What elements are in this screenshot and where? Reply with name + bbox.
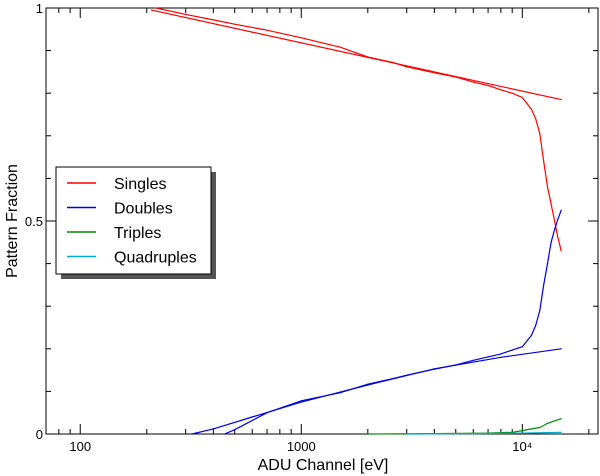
series-singles-point xyxy=(550,203,552,205)
x-axis-title: ADU Channel [eV] xyxy=(258,457,389,474)
series-singles-point xyxy=(234,23,236,25)
series-quadruples-line xyxy=(406,431,562,435)
series-singles-model-point xyxy=(560,99,562,101)
series-singles-point xyxy=(546,186,549,188)
series-triples-point xyxy=(546,422,549,424)
series-singles-point xyxy=(300,37,302,39)
series-triples-line xyxy=(367,418,562,435)
series-triples-point xyxy=(530,428,533,430)
x-tick-label: 100 xyxy=(69,439,91,454)
series-quadruples-point xyxy=(560,431,562,433)
series-doubles-point xyxy=(224,433,226,435)
y-tick-label: 0 xyxy=(36,427,43,442)
series-doubles-point xyxy=(557,218,559,220)
series-singles-point xyxy=(266,29,268,31)
legend-label-triples: Triples xyxy=(114,225,161,242)
legend-label-singles: Singles xyxy=(114,176,166,193)
series-doubles-model-line xyxy=(191,348,562,435)
legend-label-doubles: Doubles xyxy=(114,201,173,218)
series-doubles-model-point xyxy=(212,428,214,430)
series-singles-point xyxy=(487,84,489,87)
series-triples-point xyxy=(539,427,541,429)
axes: 100 1000 10⁴ 0 0.5 1 xyxy=(25,1,599,454)
legend-label-quadruples: Quadruples xyxy=(114,250,197,267)
series-doubles-point xyxy=(560,209,562,211)
series-singles-model-line xyxy=(151,9,562,101)
series-singles-point xyxy=(521,96,523,99)
series-doubles-point xyxy=(530,334,533,336)
series-doubles-model-point xyxy=(191,433,193,435)
legend: Singles Doubles Triples Quadruples xyxy=(55,166,216,279)
series-singles-point xyxy=(155,7,157,9)
series-doubles-point xyxy=(487,356,489,358)
series-singles-point xyxy=(535,118,537,120)
series-triples-point xyxy=(554,420,556,422)
series-quadruples-point xyxy=(521,432,523,434)
series-doubles-point xyxy=(535,324,537,326)
series-doubles-point xyxy=(539,309,541,312)
series-layer xyxy=(150,7,562,435)
series-doubles-point xyxy=(550,241,552,243)
series-triples-point xyxy=(560,418,562,420)
series-singles-point xyxy=(530,108,533,110)
series-doubles-model-point xyxy=(560,348,562,350)
series-doubles-point xyxy=(472,359,474,361)
series-doubles-point xyxy=(554,228,556,231)
series-doubles-line xyxy=(224,210,562,435)
y-tick-label: 1 xyxy=(36,1,43,16)
series-singles-point xyxy=(500,89,502,91)
series-singles-line xyxy=(155,7,562,251)
series-quadruples-point xyxy=(406,433,408,435)
series-singles-point xyxy=(339,46,341,48)
series-doubles-point xyxy=(300,400,302,402)
series-quadruples-point xyxy=(472,433,474,435)
series-singles-point xyxy=(185,13,187,15)
series-singles-point xyxy=(557,237,559,239)
series-doubles-model-point xyxy=(433,368,435,370)
series-doubles-model-point xyxy=(500,356,502,358)
y-axis-title: Pattern Fraction xyxy=(4,164,21,278)
series-singles-point xyxy=(560,250,562,252)
y-tick-label: 0.5 xyxy=(25,214,43,229)
series-doubles-model-point xyxy=(300,401,302,403)
series-singles-point xyxy=(212,19,214,21)
series-doubles-point xyxy=(500,353,502,355)
series-doubles-point xyxy=(234,429,236,431)
series-singles-point xyxy=(511,92,513,94)
series-doubles-point xyxy=(546,263,549,265)
series-triples-point xyxy=(521,430,523,432)
series-singles-point xyxy=(554,220,556,222)
series-doubles-model-point xyxy=(251,416,253,418)
series-singles-point xyxy=(539,133,541,135)
series-singles-model-point xyxy=(150,9,153,11)
x-tick-label: 1000 xyxy=(287,439,316,454)
series-doubles-point xyxy=(511,349,513,351)
series-doubles-point xyxy=(543,284,545,286)
series-singles-point xyxy=(543,160,545,162)
series-singles-point xyxy=(472,81,474,83)
series-doubles-point xyxy=(521,346,523,348)
x-tick-label: 10⁴ xyxy=(512,439,532,454)
series-triples-point xyxy=(367,433,369,435)
series-doubles-model-point xyxy=(367,384,369,386)
